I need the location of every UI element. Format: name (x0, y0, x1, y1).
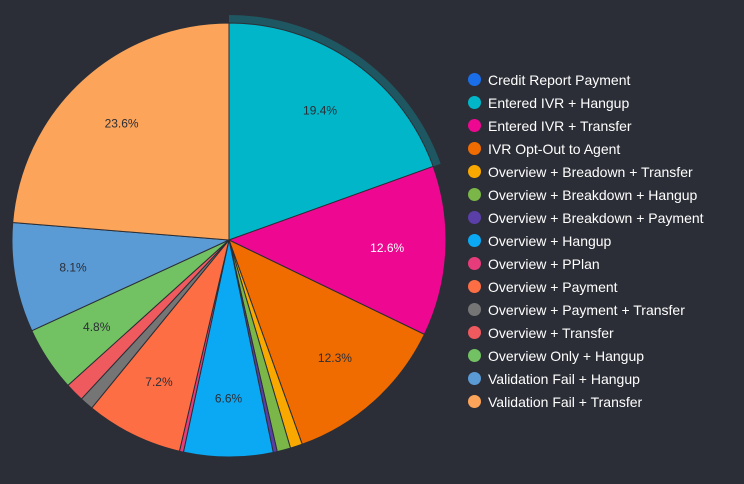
legend-swatch (468, 119, 481, 132)
pie-slice-validation-fail-transfer[interactable] (12, 22, 230, 241)
legend-swatch (468, 372, 481, 385)
data-label-validation-fail-transfer: 23.6% (105, 117, 139, 131)
data-label-overview-hangup: 6.6% (215, 391, 243, 405)
legend-item-overview-transfer[interactable]: Overview + Transfer (468, 321, 704, 344)
pie-data-labels: 19.4% 12.6% 12.3% 6.6% 7.2% 4.8% 8.1% 23.6% (59, 103, 404, 405)
data-label-overview-payment: 7.2% (145, 375, 173, 389)
legend-item-overview-payment-transfer[interactable]: Overview + Payment + Transfer (468, 298, 704, 321)
legend-label: Overview + Payment (488, 278, 618, 295)
pie-slice-entered-ivr-hangup[interactable] (228, 22, 434, 241)
legend-label: Overview + Breakdown + Payment (488, 209, 704, 226)
legend-swatch (468, 142, 481, 155)
data-label-entered-ivr-hangup: 19.4% (303, 103, 337, 117)
data-label-entered-ivr-transfer: 12.6% (370, 241, 404, 255)
legend-item-overview-payment[interactable]: Overview + Payment (468, 275, 704, 298)
legend-item-validation-fail-transfer[interactable]: Validation Fail + Transfer (468, 390, 704, 413)
pie-slice-entered-ivr-transfer[interactable] (227, 165, 447, 336)
legend-swatch (468, 188, 481, 201)
legend-item-overview-pplan[interactable]: Overview + PPlan (468, 252, 704, 275)
legend-item-overview-breakdown-payment[interactable]: Overview + Breakdown + Payment (468, 206, 704, 229)
legend-swatch (468, 257, 481, 270)
legend-swatch (468, 280, 481, 293)
legend-label: Overview + Payment + Transfer (488, 301, 685, 318)
legend-label: Validation Fail + Transfer (488, 393, 643, 410)
data-label-ivr-opt-out-to-agent: 12.3% (318, 351, 352, 365)
legend-label: Entered IVR + Transfer (488, 117, 632, 134)
legend-swatch (468, 395, 481, 408)
legend-swatch (468, 165, 481, 178)
legend-label: Overview + PPlan (488, 255, 600, 272)
data-label-validation-fail-hangup: 8.1% (59, 261, 87, 275)
legend-swatch (468, 73, 481, 86)
legend-label: Overview + Breakdown + Hangup (488, 186, 698, 203)
data-label-overview-only-hangup: 4.8% (83, 320, 111, 334)
legend-swatch (468, 211, 481, 224)
legend-label: Entered IVR + Hangup (488, 94, 630, 111)
legend-item-overview-breadown-transfer[interactable]: Overview + Breadown + Transfer (468, 160, 704, 183)
legend-swatch (468, 349, 481, 362)
pie-slice-ivr-opt-out-to-agent[interactable] (228, 239, 426, 445)
legend-label: Overview + Breadown + Transfer (488, 163, 693, 180)
pie-slice-validation-fail-hangup[interactable] (11, 222, 231, 332)
legend-swatch (468, 234, 481, 247)
chart-legend: Credit Report Payment Entered IVR + Hangu… (468, 68, 704, 413)
legend-label: Overview Only + Hangup (488, 347, 645, 364)
pie-slice-overview-payment[interactable] (90, 239, 230, 452)
legend-label: Overview + Hangup (488, 232, 612, 249)
legend-item-entered-ivr-transfer[interactable]: Entered IVR + Transfer (468, 114, 704, 137)
legend-item-ivr-opt-out-to-agent[interactable]: IVR Opt-Out to Agent (468, 137, 704, 160)
legend-item-overview-hangup[interactable]: Overview + Hangup (468, 229, 704, 252)
pie-slices (11, 15, 447, 458)
legend-item-validation-fail-hangup[interactable]: Validation Fail + Hangup (468, 367, 704, 390)
legend-label: Validation Fail + Hangup (488, 370, 640, 387)
legend-swatch (468, 303, 481, 316)
legend-swatch (468, 96, 481, 109)
legend-item-entered-ivr-hangup[interactable]: Entered IVR + Hangup (468, 91, 704, 114)
legend-label: IVR Opt-Out to Agent (488, 140, 621, 157)
legend-swatch (468, 326, 481, 339)
legend-label: Credit Report Payment (488, 71, 631, 88)
legend-item-overview-only-hangup[interactable]: Overview Only + Hangup (468, 344, 704, 367)
legend-item-overview-breakdown-hangup[interactable]: Overview + Breakdown + Hangup (468, 183, 704, 206)
legend-item-credit-report-payment[interactable]: Credit Report Payment (468, 68, 704, 91)
legend-label: Overview + Transfer (488, 324, 614, 341)
